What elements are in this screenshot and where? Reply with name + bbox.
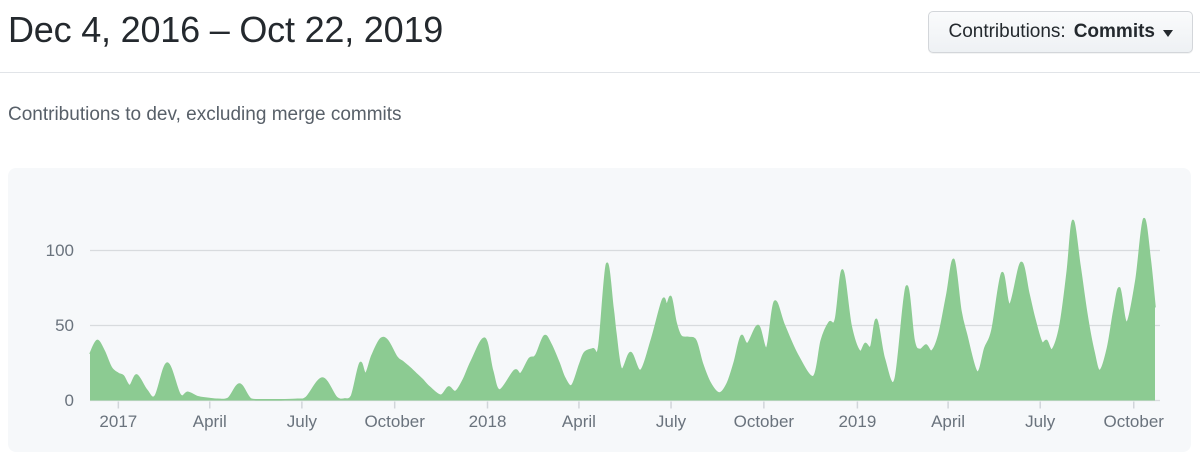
chevron-down-icon <box>1163 29 1173 37</box>
contributions-chart-svg <box>89 218 1160 409</box>
x-axis-label: 2018 <box>468 412 507 431</box>
y-axis-label-50: 50 <box>55 316 74 335</box>
x-axis-label: 2019 <box>838 412 877 431</box>
x-axis-label: July <box>286 412 317 431</box>
contributions-chart-card: 0 50 100 2017 April July October 2018 April July… <box>8 168 1191 452</box>
header-divider <box>0 72 1200 73</box>
filter-button-selected-value: Commits <box>1073 21 1155 42</box>
commits-area-edge <box>89 218 1156 401</box>
filter-button-prefix: Contributions: <box>948 21 1066 42</box>
x-axis-label: April <box>192 412 227 431</box>
page-title: Dec 4, 2016 – Oct 22, 2019 <box>8 9 444 50</box>
x-axis-label: October <box>733 412 795 431</box>
x-axis-label: April <box>561 412 596 431</box>
chart-subtitle: Contributions to dev, excluding merge co… <box>8 104 402 125</box>
x-axis-label: July <box>1025 412 1056 431</box>
x-axis-label: October <box>1103 412 1164 431</box>
x-axis-label: July <box>655 412 687 431</box>
contributions-filter-button[interactable]: Contributions: Commits <box>928 11 1193 53</box>
x-axis-label: October <box>364 412 425 431</box>
y-axis-label-100: 100 <box>45 241 74 260</box>
commits-area <box>90 218 1155 401</box>
y-axis-label-0: 0 <box>64 391 74 410</box>
x-axis-label: 2017 <box>99 412 138 431</box>
x-axis-label: April <box>931 412 966 431</box>
